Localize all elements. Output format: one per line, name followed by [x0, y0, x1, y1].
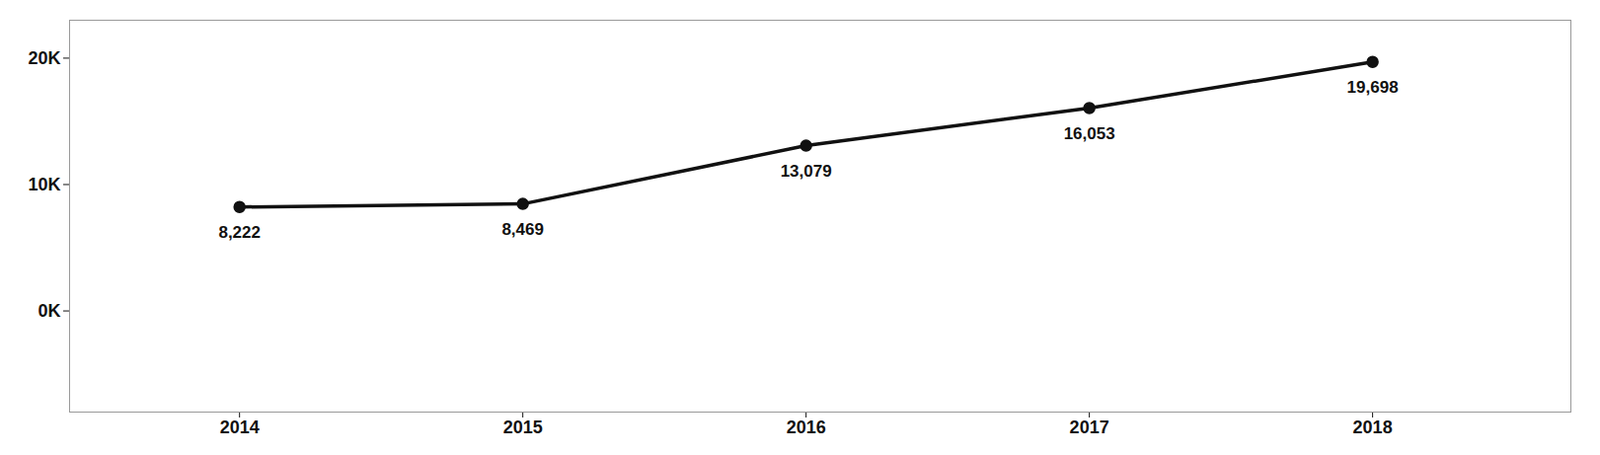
svg-text:0K: 0K [37, 301, 61, 321]
svg-text:2014: 2014 [220, 417, 260, 438]
svg-text:8,469: 8,469 [501, 220, 544, 239]
svg-text:16,053: 16,053 [1064, 124, 1116, 144]
svg-text:2017: 2017 [1069, 417, 1110, 438]
svg-text:20K: 20K [27, 48, 61, 69]
svg-text:2018: 2018 [1353, 417, 1393, 438]
svg-text:10K: 10K [27, 174, 61, 195]
svg-text:13,079: 13,079 [780, 161, 833, 181]
svg-text:19,698: 19,698 [1347, 77, 1399, 97]
svg-text:2015: 2015 [503, 417, 543, 438]
svg-text:2016: 2016 [786, 417, 827, 438]
svg-text:8,222: 8,222 [218, 223, 261, 242]
